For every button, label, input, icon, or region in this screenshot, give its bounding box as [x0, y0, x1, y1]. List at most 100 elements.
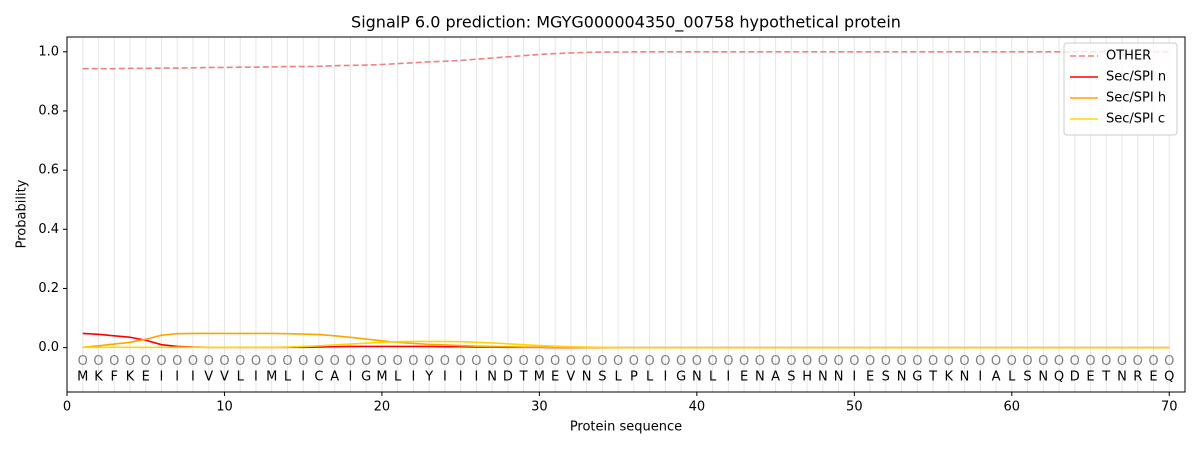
predicted-label: O: [330, 354, 340, 369]
series-line: [82, 50, 1170, 70]
predicted-label: O: [629, 354, 639, 369]
residue: P: [630, 370, 638, 385]
predicted-label: O: [1133, 354, 1143, 369]
predicted-label: O: [188, 354, 198, 369]
series-line: [82, 332, 1170, 349]
residue: I: [726, 370, 730, 385]
predicted-label: O: [896, 354, 906, 369]
predicted-label: O: [345, 354, 355, 369]
residue: I: [663, 370, 667, 385]
residue: M: [376, 370, 387, 385]
predicted-label: O: [251, 354, 261, 369]
residue: M: [266, 370, 277, 385]
residue: S: [1023, 370, 1031, 385]
chart-title: SignalP 6.0 prediction: MGYG000004350_00…: [351, 13, 901, 33]
residue: I: [978, 370, 982, 385]
predicted-label: O: [141, 354, 151, 369]
plot-frame: [66, 36, 1186, 393]
residue: A: [771, 370, 780, 385]
residue: N: [582, 370, 592, 385]
residue: A: [992, 370, 1001, 385]
residue: T: [928, 370, 937, 385]
residue: V: [204, 370, 213, 385]
residue: V: [220, 370, 229, 385]
x-tick-label: 20: [374, 400, 391, 415]
predicted-label: O: [912, 354, 922, 369]
predicted-label: O: [944, 354, 954, 369]
residue: E: [142, 370, 150, 385]
predicted-label: O: [818, 354, 828, 369]
residue: N: [897, 370, 907, 385]
predicted-label: O: [786, 354, 796, 369]
y-tick-label: 0.0: [38, 340, 59, 355]
predicted-label: O: [975, 354, 985, 369]
legend-label: Sec/SPI n: [1106, 70, 1166, 85]
residue: I: [349, 370, 353, 385]
y-tick-label: 0.2: [38, 281, 59, 296]
residue: S: [882, 370, 890, 385]
residue: Q: [1054, 370, 1064, 385]
predicted-label: O: [755, 354, 765, 369]
legend: OTHER Sec/SPI n Sec/SPI h Sec/SPI c: [1063, 42, 1178, 136]
residue: E: [1086, 370, 1094, 385]
residue: Y: [424, 370, 433, 385]
predicted-label: O: [597, 354, 607, 369]
predicted-label: O: [109, 354, 119, 369]
residue: L: [709, 370, 717, 385]
predicted-label: O: [125, 354, 135, 369]
predicted-label: O: [235, 354, 245, 369]
predicted-label: O: [1164, 354, 1174, 369]
predicted-label: O: [550, 354, 560, 369]
predicted-label: O: [881, 354, 891, 369]
residue: N: [818, 370, 828, 385]
residue: S: [598, 370, 606, 385]
x-tick-label: 40: [689, 400, 706, 415]
residue: N: [1038, 370, 1048, 385]
predicted-label: O: [833, 354, 843, 369]
residue: N: [834, 370, 844, 385]
residue: E: [866, 370, 874, 385]
residue: S: [787, 370, 795, 385]
residue: D: [503, 370, 513, 385]
y-tick-label: 0.6: [38, 163, 59, 178]
predicted-label: O: [440, 354, 450, 369]
residue: F: [110, 370, 117, 385]
predicted-label: O: [1038, 354, 1048, 369]
legend-label: Sec/SPI h: [1106, 91, 1166, 106]
x-axis-label: Protein sequence: [570, 420, 682, 435]
predicted-label: O: [204, 354, 214, 369]
predicted-label: O: [582, 354, 592, 369]
residue: E: [551, 370, 559, 385]
predicted-label: O: [314, 354, 324, 369]
residue: I: [254, 370, 258, 385]
predicted-label: O: [267, 354, 277, 369]
residue: I: [301, 370, 305, 385]
residue: H: [802, 370, 812, 385]
residue: G: [361, 370, 371, 385]
residue: I: [852, 370, 856, 385]
residue: K: [94, 370, 103, 385]
residue: N: [1117, 370, 1127, 385]
residue: I: [412, 370, 416, 385]
predicted-label: O: [519, 354, 529, 369]
residue: C: [314, 370, 323, 385]
residue: L: [237, 370, 245, 385]
predicted-label: O: [566, 354, 576, 369]
predicted-label: O: [613, 354, 623, 369]
series-line: [82, 332, 1170, 349]
residue: L: [615, 370, 623, 385]
predicted-label: O: [723, 354, 733, 369]
predicted-label: O: [1117, 354, 1127, 369]
predicted-label: O: [393, 354, 403, 369]
x-tick-label: 30: [531, 400, 548, 415]
residue: V: [566, 370, 575, 385]
series-line: [82, 340, 1170, 349]
y-tick-label: 0.4: [38, 222, 59, 237]
predicted-label: O: [1022, 354, 1032, 369]
residue: M: [534, 370, 545, 385]
x-tick-label: 50: [846, 400, 863, 415]
y-axis-label: Probability: [15, 179, 30, 248]
predicted-label: O: [1085, 354, 1095, 369]
x-tick-label: 0: [63, 400, 71, 415]
